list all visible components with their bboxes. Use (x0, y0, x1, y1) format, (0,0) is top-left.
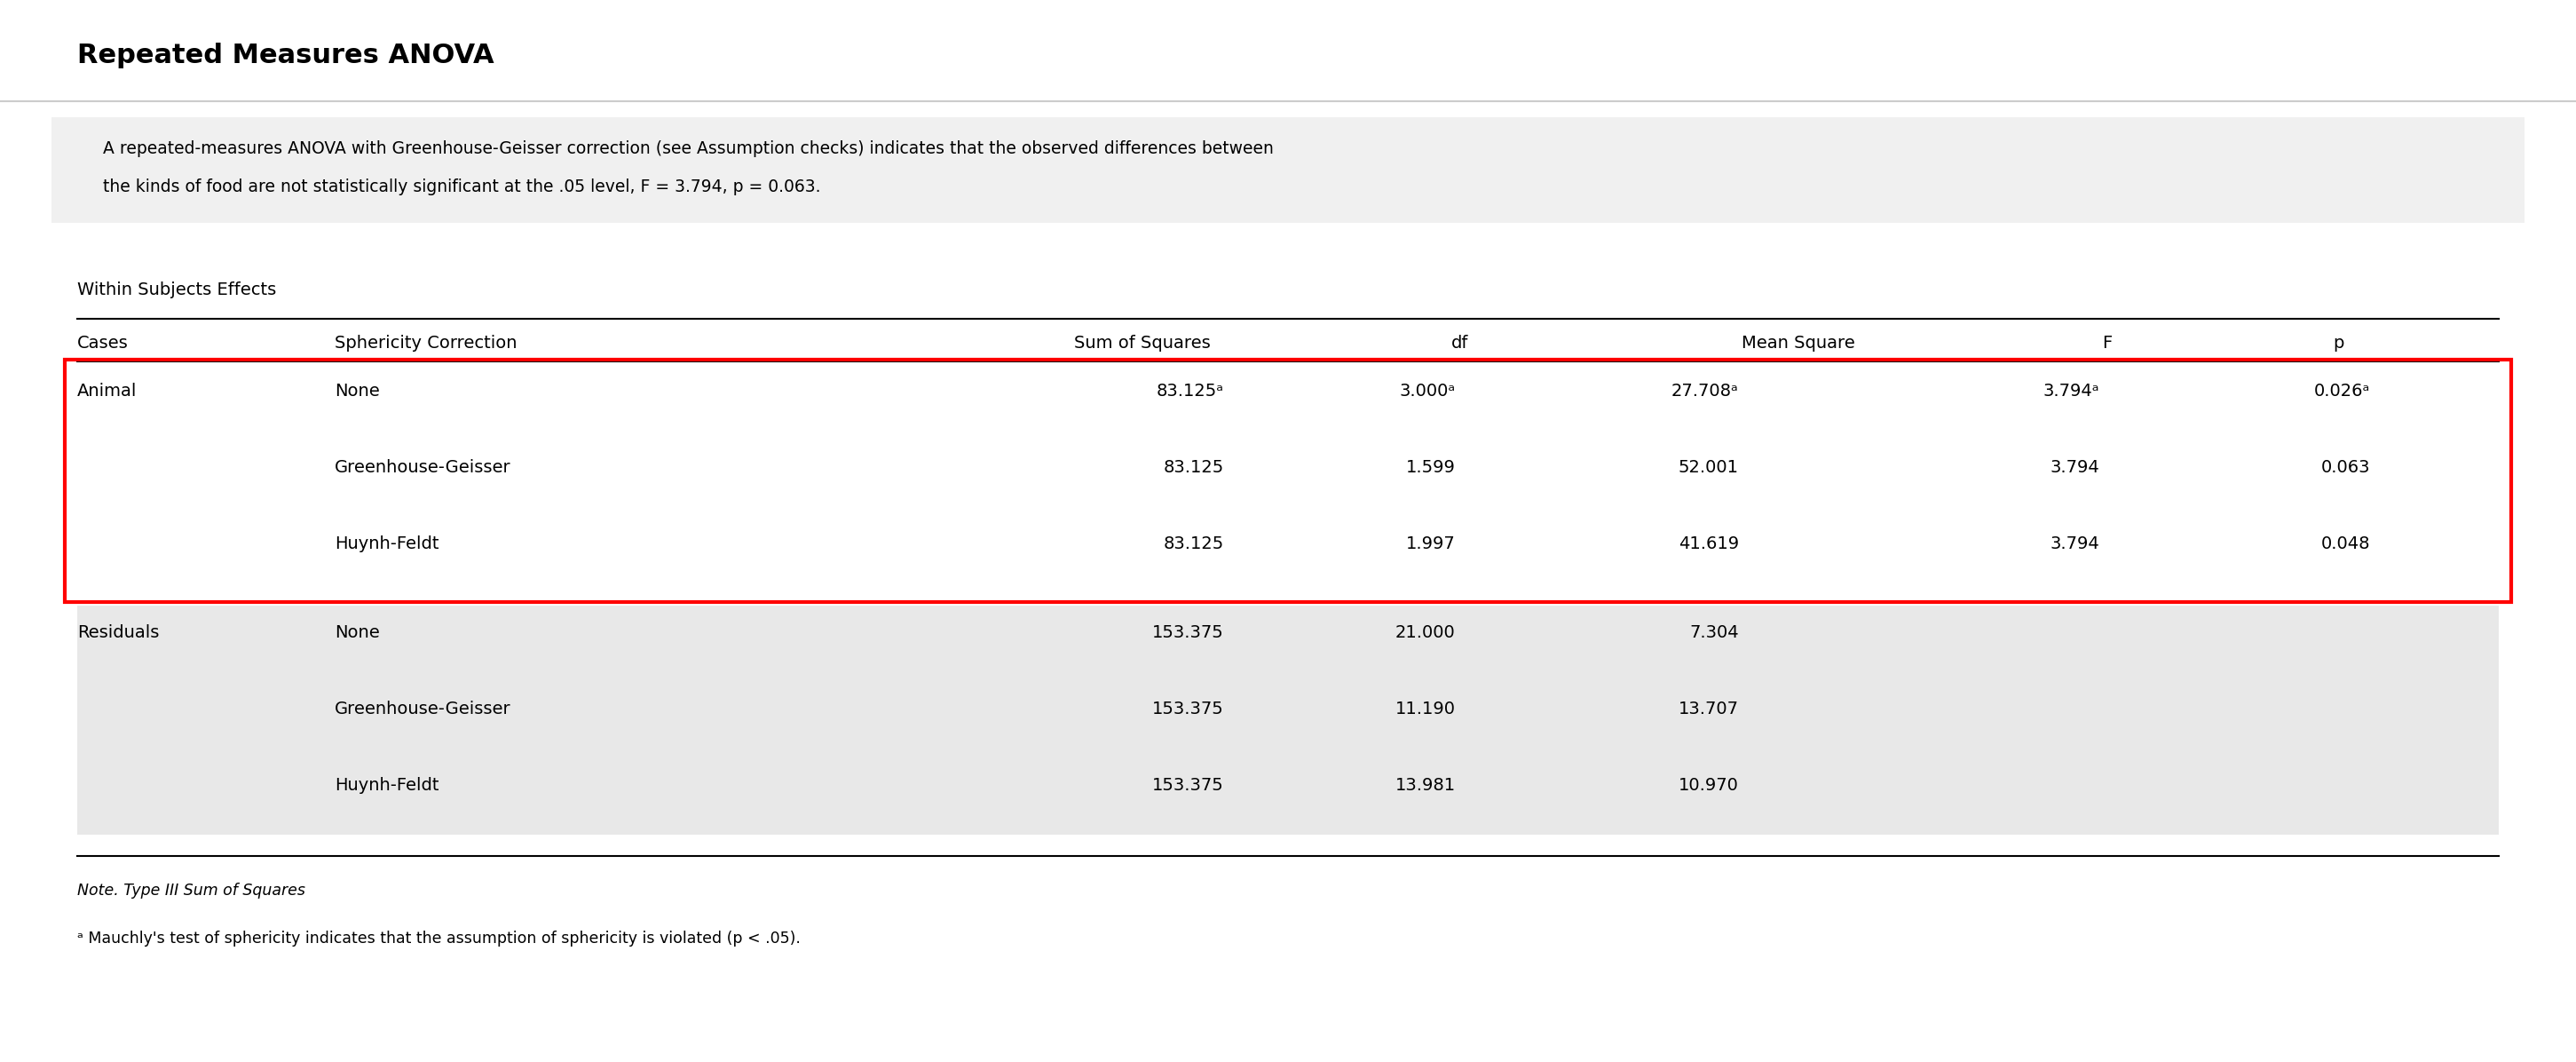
Text: Huynh-Feldt: Huynh-Feldt (335, 777, 438, 794)
FancyBboxPatch shape (77, 605, 2499, 835)
FancyBboxPatch shape (52, 117, 2524, 223)
Text: 83.125: 83.125 (1162, 459, 1224, 476)
Text: 3.794: 3.794 (2050, 535, 2099, 552)
Text: 11.190: 11.190 (1396, 701, 1455, 718)
Text: 153.375: 153.375 (1151, 777, 1224, 794)
Text: A repeated-measures ANOVA with Greenhouse-Geisser correction (see Assumption che: A repeated-measures ANOVA with Greenhous… (103, 140, 1273, 157)
Text: 3.794ᵃ: 3.794ᵃ (2043, 382, 2099, 399)
Text: F: F (2102, 335, 2112, 352)
Text: Residuals: Residuals (77, 624, 160, 641)
Text: the kinds of food are not statistically significant at the .05 level, F = 3.794,: the kinds of food are not statistically … (103, 178, 822, 195)
Text: Cases: Cases (77, 335, 129, 352)
Text: None: None (335, 382, 379, 399)
Text: p: p (2334, 335, 2344, 352)
Text: 83.125ᵃ: 83.125ᵃ (1157, 382, 1224, 399)
Text: 13.707: 13.707 (1680, 701, 1739, 718)
Text: 10.970: 10.970 (1680, 777, 1739, 794)
Text: 3.000ᵃ: 3.000ᵃ (1399, 382, 1455, 399)
Text: ᵃ Mauchly's test of sphericity indicates that the assumption of sphericity is vi: ᵃ Mauchly's test of sphericity indicates… (77, 930, 801, 946)
Text: 1.997: 1.997 (1406, 535, 1455, 552)
Text: 83.125: 83.125 (1162, 535, 1224, 552)
Text: 7.304: 7.304 (1690, 624, 1739, 641)
Text: Repeated Measures ANOVA: Repeated Measures ANOVA (77, 42, 495, 68)
Text: 1.599: 1.599 (1406, 459, 1455, 476)
Text: 153.375: 153.375 (1151, 624, 1224, 641)
Text: None: None (335, 624, 379, 641)
Text: Sum of Squares: Sum of Squares (1074, 335, 1211, 352)
Text: df: df (1450, 335, 1468, 352)
Text: 41.619: 41.619 (1680, 535, 1739, 552)
Text: 21.000: 21.000 (1396, 624, 1455, 641)
Text: Within Subjects Effects: Within Subjects Effects (77, 281, 276, 298)
Text: 52.001: 52.001 (1680, 459, 1739, 476)
Text: 153.375: 153.375 (1151, 701, 1224, 718)
Text: Sphericity Correction: Sphericity Correction (335, 335, 518, 352)
Text: Mean Square: Mean Square (1741, 335, 1855, 352)
Text: 0.048: 0.048 (2321, 535, 2370, 552)
Text: 0.026ᵃ: 0.026ᵃ (2313, 382, 2370, 399)
Text: Note. Type III Sum of Squares: Note. Type III Sum of Squares (77, 883, 307, 898)
Text: Greenhouse-Geisser: Greenhouse-Geisser (335, 459, 510, 476)
Text: 13.981: 13.981 (1396, 777, 1455, 794)
Text: 27.708ᵃ: 27.708ᵃ (1672, 382, 1739, 399)
Text: Greenhouse-Geisser: Greenhouse-Geisser (335, 701, 510, 718)
Text: Animal: Animal (77, 382, 137, 399)
Text: Huynh-Feldt: Huynh-Feldt (335, 535, 438, 552)
Text: 0.063: 0.063 (2321, 459, 2370, 476)
Text: 3.794: 3.794 (2050, 459, 2099, 476)
